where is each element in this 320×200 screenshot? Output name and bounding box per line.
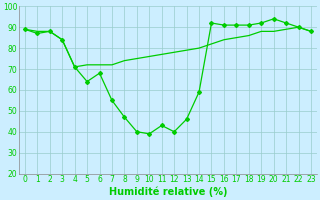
X-axis label: Humidité relative (%): Humidité relative (%) xyxy=(109,187,227,197)
